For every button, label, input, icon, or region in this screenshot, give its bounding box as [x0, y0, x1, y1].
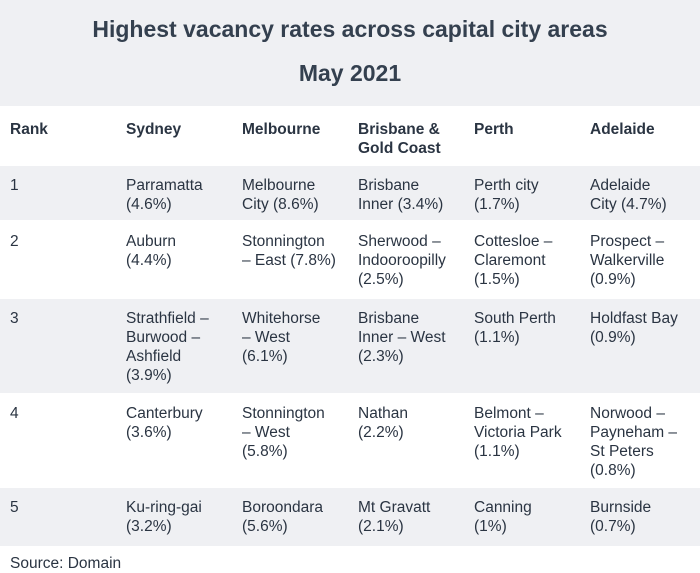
sydney-cell: Ku-ring-gai (3.2%)	[126, 499, 202, 535]
page-subtitle: May 2021	[298, 60, 402, 86]
adelaide-cell: Prospect – Walkerville (0.9%)	[590, 233, 665, 288]
adelaide-cell: Holdfast Bay (0.9%)	[590, 310, 678, 346]
perth-cell: Belmont – Victoria Park (1.1%)	[474, 405, 562, 460]
rank-cell: 4	[10, 405, 19, 422]
adelaide-cell: Burnside (0.7%)	[590, 499, 652, 535]
rank-cell: 2	[10, 233, 19, 250]
perth-cell: Cottesloe – Claremont (1.5%)	[474, 233, 553, 288]
source-note: Source: Domain	[10, 555, 122, 572]
column-header-melbourne: Melbourne	[242, 121, 321, 138]
perth-cell: Canning (1%)	[474, 499, 532, 535]
table-row: 4 Canterbury (3.6%) Stonnington – West (…	[0, 394, 700, 486]
sydney-cell: Strathfield – Burwood – Ashfield (3.9%)	[126, 310, 209, 384]
brisbane-cell: Brisbane Inner – West (2.3%)	[358, 310, 446, 365]
column-header-sydney: Sydney	[126, 121, 182, 138]
table-header-band: Highest vacancy rates across capital cit…	[0, 0, 700, 106]
perth-cell: Perth city (1.7%)	[474, 177, 539, 213]
column-header-adelaide: Adelaide	[590, 121, 655, 138]
brisbane-cell: Sherwood – Indooroopilly (2.5%)	[358, 233, 446, 288]
perth-cell: South Perth (1.1%)	[474, 310, 556, 346]
table-row: 5 Ku-ring-gai (3.2%) Boroondara (5.6%) M…	[0, 488, 700, 546]
column-header-rank: Rank	[10, 121, 48, 138]
melbourne-cell: Stonnington – East (7.8%)	[242, 233, 336, 269]
table-row: 1 Parramatta (4.6%) Melbourne City (8.6%…	[0, 166, 700, 220]
brisbane-cell: Nathan (2.2%)	[358, 405, 408, 441]
sydney-cell: Parramatta (4.6%)	[126, 177, 203, 213]
brisbane-cell: Mt Gravatt (2.1%)	[358, 499, 431, 535]
melbourne-cell: Boroondara (5.6%)	[242, 499, 324, 535]
column-header-perth: Perth	[474, 121, 514, 138]
adelaide-cell: Adelaide City (4.7%)	[590, 177, 667, 213]
sydney-cell: Canterbury (3.6%)	[126, 405, 203, 441]
table-header-row: Rank Sydney Melbourne Brisbane & Gold Co…	[0, 120, 700, 166]
melbourne-cell: Melbourne City (8.6%)	[242, 177, 319, 213]
page-title: Highest vacancy rates across capital cit…	[92, 16, 608, 42]
melbourne-cell: Stonnington – West (5.8%)	[242, 405, 325, 460]
rank-cell: 1	[10, 177, 19, 194]
column-header-brisbane: Brisbane & Gold Coast	[358, 121, 441, 157]
table-row: 3 Strathfield – Burwood – Ashfield (3.9%…	[0, 299, 700, 393]
adelaide-cell: Norwood – Payneham – St Peters (0.8%)	[590, 405, 678, 479]
sydney-cell: Auburn (4.4%)	[126, 233, 176, 269]
rank-cell: 3	[10, 310, 19, 327]
rank-cell: 5	[10, 499, 19, 516]
melbourne-cell: Whitehorse – West (6.1%)	[242, 310, 321, 365]
brisbane-cell: Brisbane Inner (3.4%)	[358, 177, 444, 213]
table-row: 2 Auburn (4.4%) Stonnington – East (7.8%…	[0, 222, 700, 296]
